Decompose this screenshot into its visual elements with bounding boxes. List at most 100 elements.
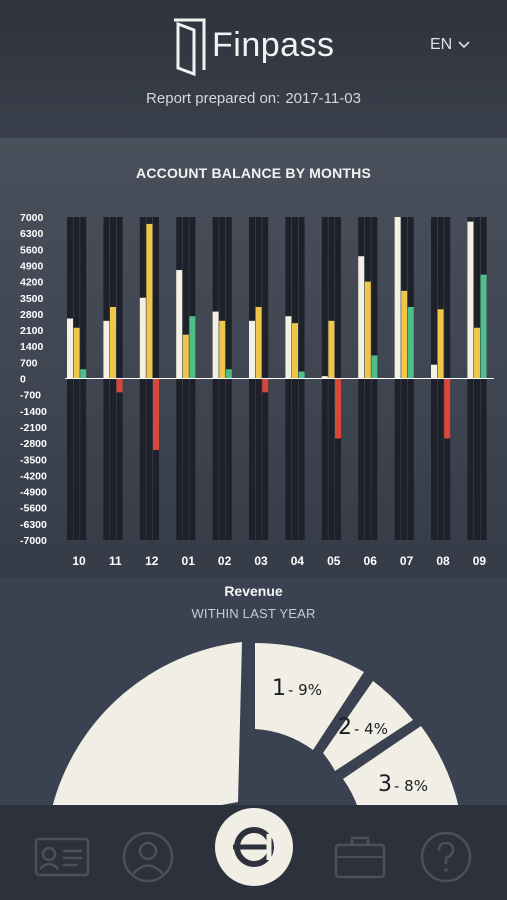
bar-series-3-12[interactable]: [153, 378, 159, 451]
y-tick-label: -7000: [20, 535, 47, 547]
y-tick-label: 7000: [20, 212, 44, 224]
segment-1-label: 1 - 9%: [272, 676, 322, 701]
bar-series-2-03[interactable]: [255, 306, 262, 379]
nav-briefcase[interactable]: [330, 827, 390, 887]
y-tick-label: 3500: [20, 293, 44, 305]
nav-home[interactable]: [215, 808, 293, 886]
bar-series-3-11[interactable]: [116, 378, 123, 393]
finpass-circle-icon: [233, 827, 274, 867]
nav-help[interactable]: [416, 827, 476, 887]
y-tick-label: -5600: [20, 503, 47, 515]
bar-series-1-02[interactable]: [212, 311, 219, 379]
door-logo-icon: [174, 18, 206, 76]
x-tick-label: 07: [400, 554, 414, 568]
bar-series-1-07[interactable]: [394, 217, 401, 379]
bar-series-3-07[interactable]: [407, 306, 414, 379]
x-tick-label: 12: [145, 554, 159, 568]
report-label: Report prepared on:: [146, 90, 281, 107]
y-tick-label: 2100: [20, 325, 44, 337]
revenue-segment-3[interactable]: [343, 726, 459, 808]
x-tick-label: 10: [72, 554, 86, 568]
id-card-icon: [34, 837, 90, 877]
bar-series-1-11[interactable]: [103, 320, 110, 379]
y-tick-label: -4900: [20, 487, 47, 499]
bar-series-3-03[interactable]: [262, 378, 269, 393]
account-balance-chart: 7000630056004900420035002800210014007000…: [20, 212, 494, 568]
bar-series-2-01[interactable]: [182, 334, 189, 379]
revenue-donut-chart: [52, 642, 459, 808]
bar-series-1-08[interactable]: [431, 364, 437, 379]
bar-series-2-05[interactable]: [328, 320, 335, 379]
revenue-subtitle: WITHIN LAST YEAR: [191, 606, 316, 621]
bar-series-3-02[interactable]: [225, 369, 232, 379]
y-tick-label: 0: [20, 374, 26, 386]
bar-series-2-09[interactable]: [474, 327, 480, 379]
x-tick-label: 01: [182, 554, 196, 568]
bar-series-2-08[interactable]: [437, 309, 444, 379]
bar-series-3-08[interactable]: [444, 378, 451, 439]
y-tick-label: 2800: [20, 309, 44, 321]
bar-series-3-06[interactable]: [371, 355, 378, 379]
x-tick-label: 06: [364, 554, 378, 568]
bar-series-3-09[interactable]: [480, 274, 487, 379]
bar-series-1-03[interactable]: [249, 320, 255, 379]
y-tick-label: -6300: [20, 519, 47, 531]
revenue-segment-1[interactable]: [255, 643, 364, 750]
y-tick-label: -4200: [20, 470, 47, 482]
bar-series-3-05[interactable]: [335, 378, 341, 439]
x-tick-label: 08: [436, 554, 450, 568]
x-tick-label: 03: [254, 554, 268, 568]
x-tick-label: 05: [327, 554, 341, 568]
question-icon: [420, 831, 472, 883]
y-tick-label: 5600: [20, 244, 44, 256]
y-tick-label: 4900: [20, 260, 44, 272]
x-tick-label: 11: [109, 554, 122, 568]
language-selector[interactable]: EN: [430, 36, 470, 54]
bar-series-2-10[interactable]: [73, 327, 80, 379]
bar-series-2-02[interactable]: [219, 320, 226, 379]
bar-series-3-01[interactable]: [189, 316, 196, 379]
nav-id-card[interactable]: [32, 827, 92, 887]
bar-series-1-04[interactable]: [285, 316, 292, 379]
bar-series-2-06[interactable]: [364, 281, 371, 379]
app-header: Finpass EN Report prepared on: 2017-11-0…: [0, 0, 507, 138]
y-tick-label: -1400: [20, 406, 47, 418]
brand-name: Finpass: [212, 26, 335, 64]
y-tick-label: -3500: [20, 454, 47, 466]
x-tick-label: 02: [218, 554, 232, 568]
bar-series-3-10[interactable]: [80, 369, 87, 379]
x-tick-label: 09: [473, 554, 487, 568]
bar-series-2-12[interactable]: [146, 223, 153, 379]
briefcase-icon: [334, 836, 386, 879]
language-label: EN: [430, 36, 453, 53]
bar-series-2-04[interactable]: [292, 323, 298, 379]
bar-series-1-05[interactable]: [321, 376, 328, 379]
bar-series-3-04[interactable]: [298, 371, 305, 379]
y-tick-label: -700: [20, 390, 41, 402]
bar-series-1-01[interactable]: [176, 270, 183, 379]
chevron-down-icon: [458, 41, 470, 49]
revenue-segment-main[interactable]: [52, 642, 242, 808]
y-tick-label: 6300: [20, 228, 44, 240]
revenue-title: Revenue: [224, 583, 283, 599]
bar-series-1-06[interactable]: [358, 256, 365, 379]
segment-3-label: 3 - 8%: [378, 772, 428, 797]
bar-series-1-09[interactable]: [467, 221, 474, 379]
chart-title: ACCOUNT BALANCE BY MONTHS: [136, 165, 371, 181]
x-tick-label: 04: [291, 554, 305, 568]
bar-series-1-10[interactable]: [67, 318, 73, 379]
bar-series-2-07[interactable]: [401, 290, 408, 379]
report-date: 2017-11-03: [285, 90, 361, 107]
y-tick-label: 4200: [20, 277, 44, 289]
y-tick-label: 1400: [20, 341, 44, 353]
segment-2-label: 2 - 4%: [338, 715, 388, 740]
y-tick-label: 700: [20, 357, 38, 369]
y-tick-label: -2800: [20, 438, 47, 450]
bar-series-1-12[interactable]: [139, 297, 146, 379]
y-tick-label: -2100: [20, 422, 47, 434]
revenue-segment-2[interactable]: [323, 681, 413, 771]
report-info: Report prepared on: 2017-11-03: [0, 90, 507, 107]
profile-icon: [122, 831, 174, 883]
bar-series-2-11[interactable]: [110, 306, 116, 379]
nav-profile[interactable]: [118, 827, 178, 887]
